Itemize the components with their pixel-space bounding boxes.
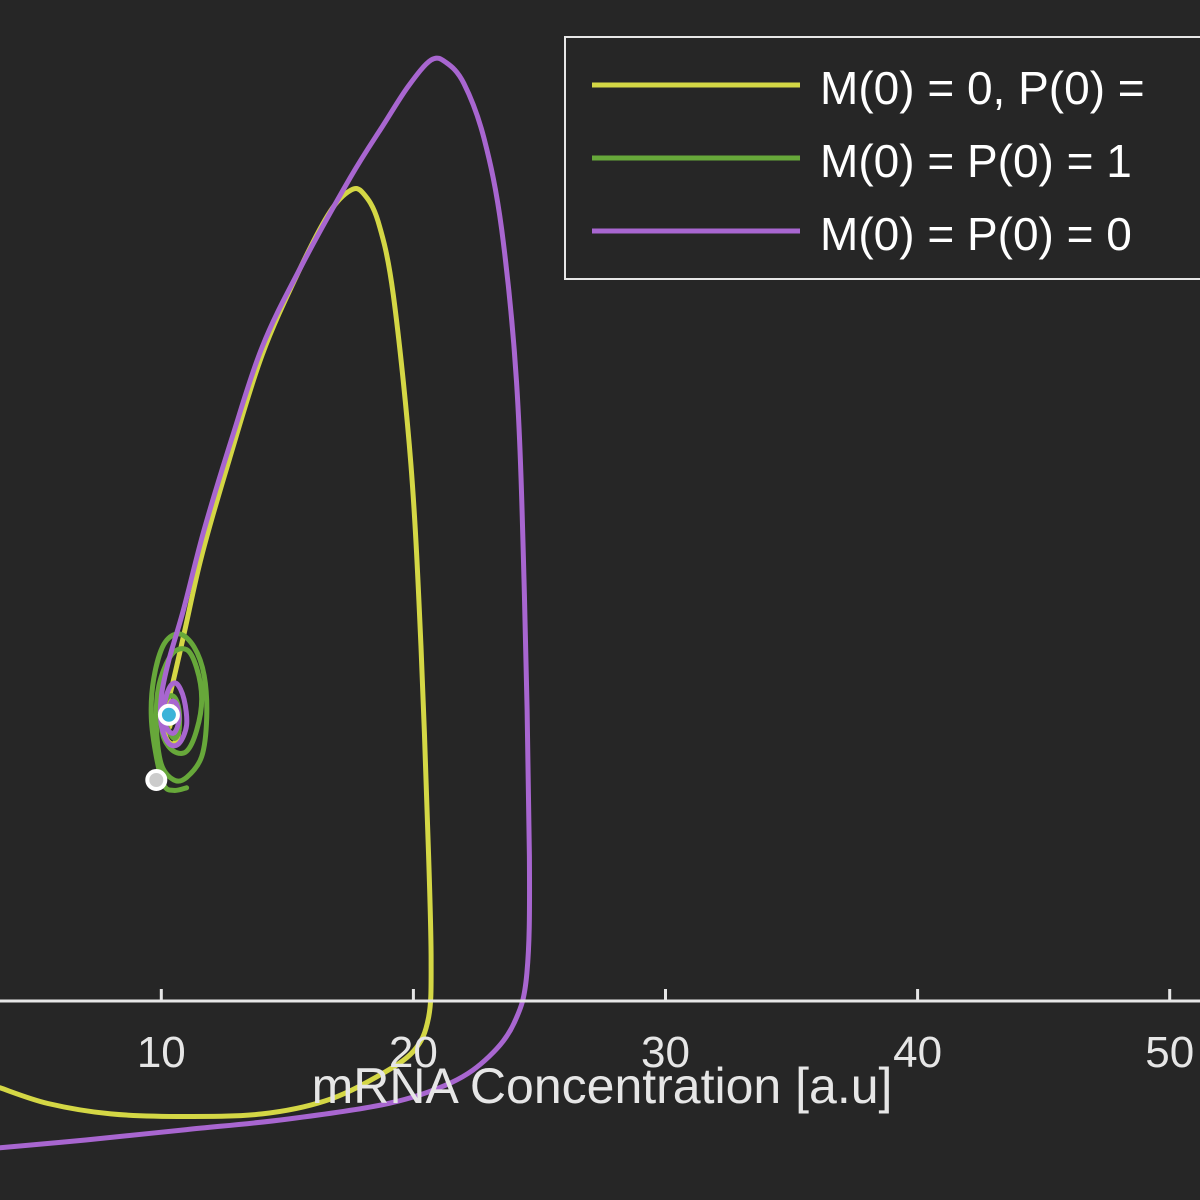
- legend-entry-1: M(0) = 0, P(0) =: [820, 62, 1157, 114]
- legend-entry-2: M(0) = P(0) = 1: [820, 135, 1132, 187]
- legend-entry-3: M(0) = P(0) = 0: [820, 208, 1132, 260]
- x-tick-label-30: 30: [641, 1028, 690, 1077]
- x-tick-label-20: 20: [389, 1028, 438, 1077]
- start-marker: [145, 769, 168, 791]
- x-tick-label-10: 10: [137, 1028, 186, 1077]
- series-line-3: [0, 55, 533, 1151]
- x-tick-label-50: 50: [1145, 1028, 1194, 1077]
- x-tick-label-40: 40: [893, 1028, 942, 1077]
- x-axis-label: mRNA Concentration [a.u]: [312, 1058, 893, 1114]
- marker-layer: [145, 703, 180, 791]
- series-layer: [0, 55, 533, 1151]
- x-axis-ticks: 10 20 30 40 50: [137, 989, 1194, 1077]
- legend: M(0) = 0, P(0) = M(0) = P(0) = 1 M(0) = …: [564, 36, 1200, 280]
- series-line-2: [148, 631, 210, 793]
- steady-state-marker: [157, 703, 180, 726]
